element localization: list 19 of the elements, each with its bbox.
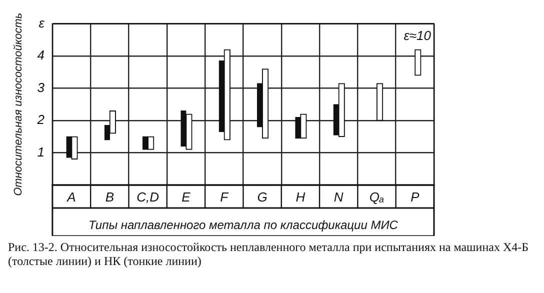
y-tick-label: 4 bbox=[37, 48, 44, 63]
x-tick-label: B bbox=[105, 189, 114, 204]
x-tick-label: C,D bbox=[136, 189, 160, 204]
y-axis-title: Относительная износостойкость bbox=[12, 12, 25, 196]
y-tick-label: 1 bbox=[37, 144, 44, 160]
x-tick-label: Qₐ bbox=[369, 189, 384, 204]
annotation: ε≈10 bbox=[404, 28, 432, 43]
y-tick-label: 2 bbox=[36, 112, 46, 128]
x-tick-label: A bbox=[66, 189, 76, 204]
y-tick-label: ε bbox=[38, 15, 45, 30]
y-tick-label: 3 bbox=[37, 80, 46, 95]
text: Рис. 13-2. Относительная износостойкость неплавленного металла при испытаниях на машинах Х4-Б (толстые линии) и НК (тонкие линии) bbox=[8, 240, 530, 268]
x-axis-title: Типы наплавленного металла по классификации МИС bbox=[88, 218, 398, 232]
x-tick-label: E bbox=[182, 189, 191, 204]
x-tick-label: P bbox=[410, 189, 420, 204]
x-tick-label: F bbox=[220, 189, 230, 204]
x-tick-label: H bbox=[296, 189, 306, 204]
x-tick-label: G bbox=[257, 189, 268, 204]
x-tick-label: N bbox=[334, 189, 344, 204]
